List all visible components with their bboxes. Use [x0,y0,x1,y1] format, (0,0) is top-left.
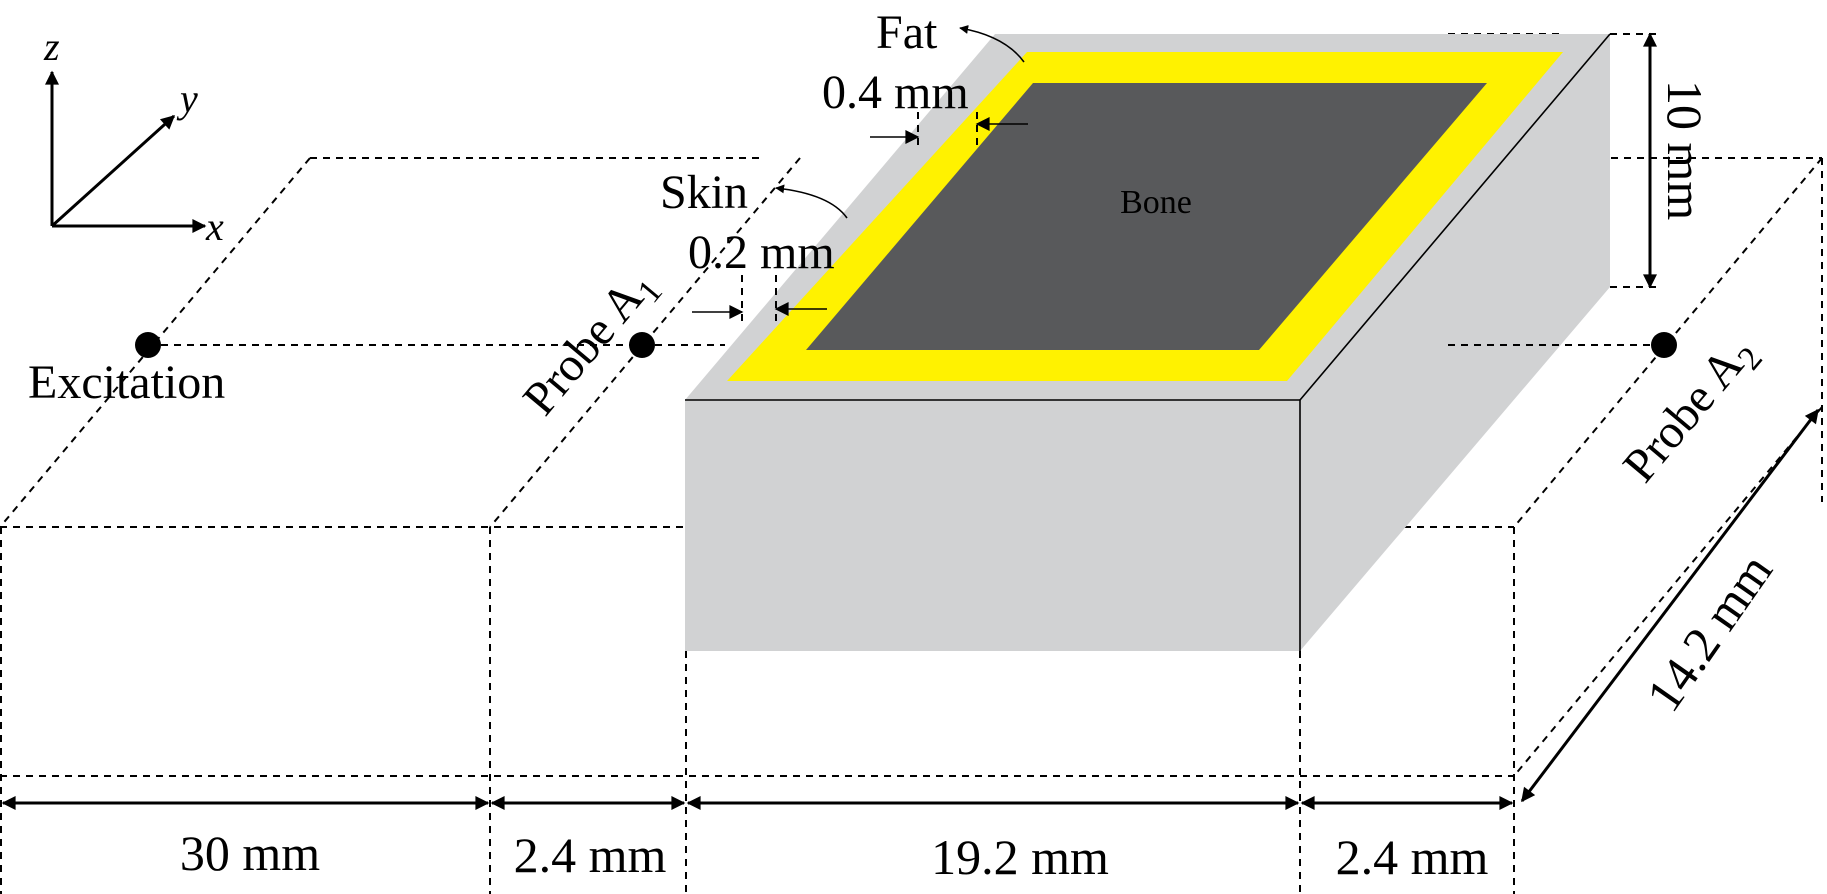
dimension-label-2: 19.2 mm [931,829,1109,885]
block-right-face [1300,34,1610,651]
skin-annotation: Skin 0.2 mm [660,166,848,322]
z-axis-label: z [43,24,60,69]
skin-label: Skin [660,166,748,219]
fat-thickness-label: 0.4 mm [822,66,969,119]
height-dimension: 10 mm [1643,32,1713,289]
depth-label: 14.2 mm [1635,543,1783,721]
x-axis-label: x [205,204,224,249]
excitation-point [135,332,161,358]
dimension-label-0: 30 mm [180,825,320,881]
y-axis-arrow [50,114,176,228]
probe-a1-point [629,332,655,358]
skin-thickness-label: 0.2 mm [688,226,835,279]
fat-annotation: Fat 0.4 mm [822,6,1028,150]
excitation-label: Excitation [28,356,225,409]
fat-label: Fat [876,6,938,59]
dimension-label-3: 2.4 mm [1336,829,1489,885]
bone-core [806,83,1487,350]
bone-label: Bone [1120,184,1192,221]
bottom-dimensions: 30 mm 2.4 mm 19.2 mm 2.4 mm [1,796,1514,885]
height-label: 10 mm [1657,80,1713,220]
dimension-label-1: 2.4 mm [514,827,667,883]
tissue-block: Bone [685,33,1611,651]
y-axis-label: y [176,76,198,121]
probe-a2-label: Probe A2 [1613,325,1770,496]
block-front-face [685,400,1300,651]
coordinate-axes: z y x [43,24,224,249]
probe-a2-point [1651,332,1677,358]
